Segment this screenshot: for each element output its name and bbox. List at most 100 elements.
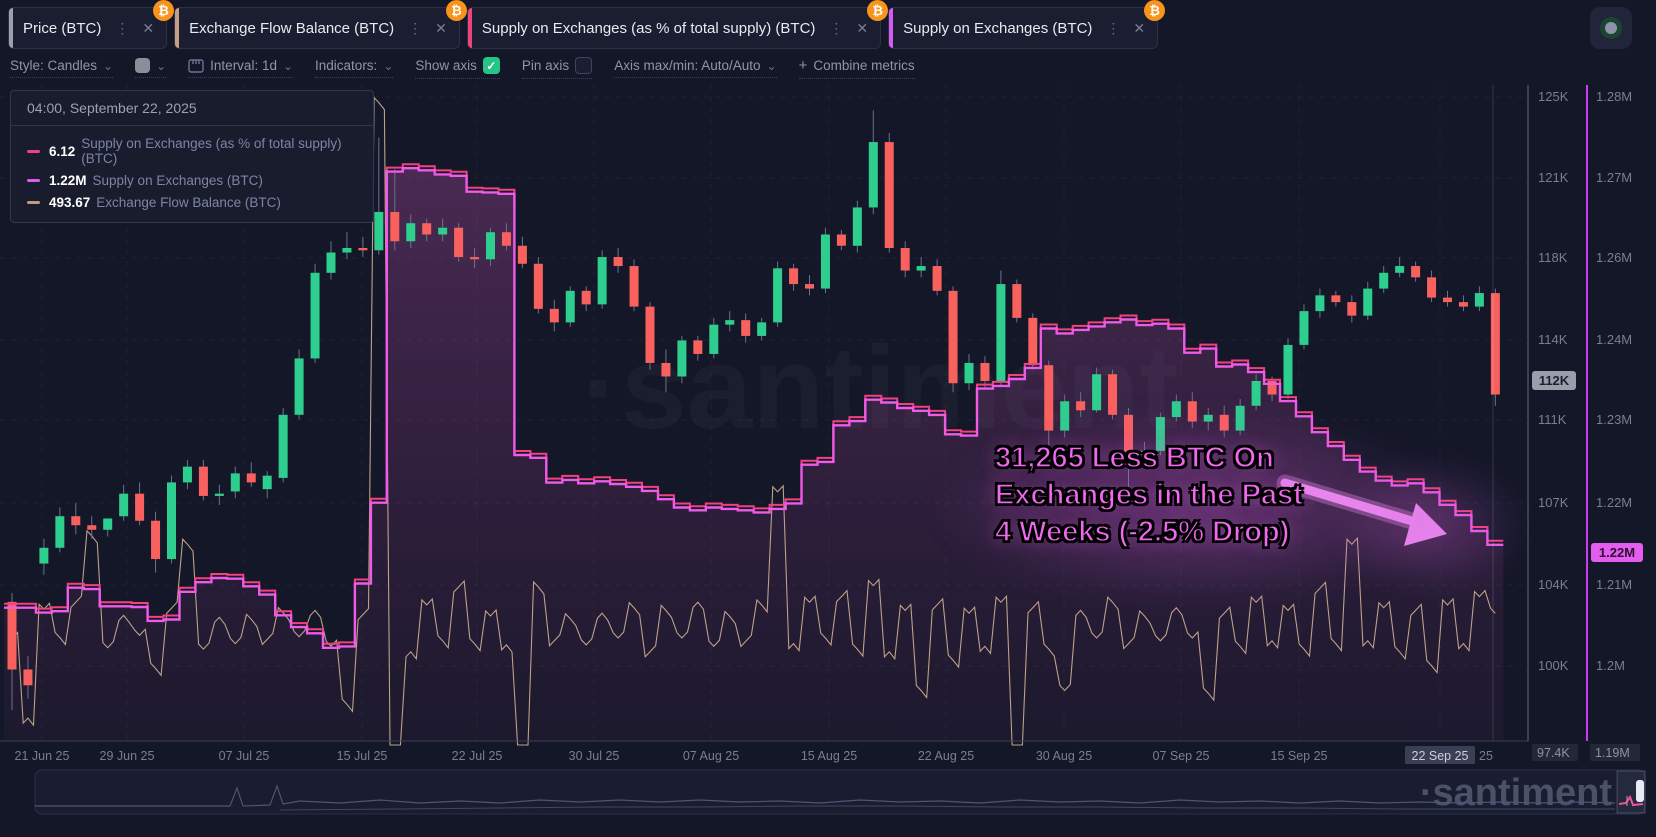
navigator[interactable]: ·santiment <box>34 769 1646 815</box>
series-dash-icon <box>27 179 40 182</box>
status-ring-icon <box>1600 17 1622 39</box>
chevron-down-icon: ⌄ <box>103 58 114 73</box>
combine-metrics-label: Combine metrics <box>813 58 915 73</box>
style-selector[interactable]: Style: Candles ⌄ <box>10 58 114 78</box>
interval-icon <box>188 58 204 73</box>
tooltip-value: 1.22M <box>49 173 87 188</box>
indicators-selector[interactable]: Indicators: ⌄ <box>315 58 394 78</box>
watermark-navigator: ·santiment <box>1420 772 1612 814</box>
svg-text:22 Sep 25: 22 Sep 25 <box>1412 749 1469 763</box>
annotation-line: Exchanges in the Past <box>994 478 1303 511</box>
interval-label: Interval: 1d <box>210 58 277 73</box>
supply-line <box>4 167 1504 649</box>
tooltip-label: Supply on Exchanges (as % of total suppl… <box>81 136 342 166</box>
close-icon[interactable]: ✕ <box>435 19 447 36</box>
chart-toolbar: Style: Candles ⌄ ⌄ Interval: 1d ⌄ Indica… <box>10 54 915 82</box>
btc-badge-icon: ₿ <box>1144 0 1166 21</box>
price-min-label: 97.4K <box>1537 746 1570 760</box>
status-indicator-button[interactable] <box>1590 7 1632 49</box>
btc-badge-icon: ₿ <box>867 0 889 21</box>
pin-axis-toggle[interactable]: Pin axis <box>521 57 593 79</box>
tooltip-date: 04:00, September 22, 2025 <box>11 91 373 126</box>
tab-exchange-flow-balance[interactable]: Exchange Flow Balance (BTC) ⋮ ✕ ₿ <box>174 0 467 49</box>
svg-text:111K: 111K <box>1538 412 1567 427</box>
svg-text:29 Jun 25: 29 Jun 25 <box>100 749 155 763</box>
svg-text:1.2M: 1.2M <box>1596 658 1625 673</box>
chevron-down-icon: ⌄ <box>156 58 167 73</box>
kebab-menu-icon[interactable]: ⋮ <box>408 19 424 36</box>
close-icon[interactable]: ✕ <box>856 19 869 36</box>
kebab-menu-icon[interactable]: ⋮ <box>115 19 131 36</box>
btc-badge-icon: ₿ <box>153 0 175 21</box>
svg-text:15 Jul 25: 15 Jul 25 <box>337 749 388 763</box>
tab-supply-pct[interactable]: Supply on Exchanges (as % of total suppl… <box>466 0 889 49</box>
svg-text:118K: 118K <box>1538 250 1568 265</box>
chevron-down-icon: ⌄ <box>282 58 294 73</box>
chevron-down-icon: ⌄ <box>383 58 394 73</box>
btc-badge-icon: ₿ <box>445 0 467 21</box>
indicators-label: Indicators: <box>315 58 378 73</box>
svg-text:21 Jun 25: 21 Jun 25 <box>15 749 70 763</box>
tab-accent <box>889 8 894 48</box>
svg-text:125K: 125K <box>1538 89 1569 104</box>
axis-labels: 125K 121K 118K 114K 111K 107K 104K 100K 1.28M 1.2… <box>1538 89 1632 673</box>
annotation-arrow <box>1276 474 1447 546</box>
svg-text:1.22M: 1.22M <box>1596 495 1632 510</box>
close-icon[interactable]: ✕ <box>1133 19 1146 36</box>
supply-area-fill <box>4 168 1504 741</box>
tab-label: Supply on Exchanges (BTC) <box>903 19 1093 37</box>
svg-text:07 Aug 25: 07 Aug 25 <box>683 749 739 763</box>
annotation-text: 31,265 Less BTC On Exchanges in the Past… <box>994 440 1303 551</box>
navigator-handle[interactable] <box>1636 780 1644 802</box>
svg-text:07 Sep 25: 07 Sep 25 <box>1153 749 1210 763</box>
svg-text:15 Sep 25: 15 Sep 25 <box>1271 749 1328 763</box>
pin-axis-label: Pin axis <box>521 58 570 73</box>
tab-label: Exchange Flow Balance (BTC) <box>189 19 395 37</box>
show-axis-toggle[interactable]: Show axis ✓ <box>415 57 500 79</box>
annotation-glow <box>1330 455 1530 595</box>
xaxis-labels: 21 Jun 25 29 Jun 25 07 Jul 25 15 Jul 25 22 J… <box>15 746 1493 764</box>
color-swatch-selector[interactable]: ⌄ <box>135 58 167 78</box>
svg-text:1.23M: 1.23M <box>1596 412 1632 427</box>
interval-selector[interactable]: Interval: 1d ⌄ <box>188 58 294 78</box>
svg-text:112K: 112K <box>1539 373 1570 388</box>
checkbox-checked-icon[interactable]: ✓ <box>482 57 500 74</box>
annotation-line: 4 Weeks (-2.5% Drop) <box>994 515 1290 548</box>
svg-text:07 Jul 25: 07 Jul 25 <box>219 749 270 763</box>
svg-text:1.22M: 1.22M <box>1599 545 1635 560</box>
navigator-line2 <box>279 805 1615 811</box>
svg-text:114K: 114K <box>1538 332 1568 347</box>
tab-price-btc[interactable]: Price (BTC) ⋮ ✕ ₿ <box>8 0 175 49</box>
chart-tooltip: 04:00, September 22, 2025 6.12 Supply on… <box>10 90 374 223</box>
navigator-selection-series <box>1618 794 1644 807</box>
series-dash-icon <box>27 201 40 204</box>
svg-text:22 Aug 25: 22 Aug 25 <box>918 749 974 763</box>
combine-metrics-button[interactable]: + Combine metrics <box>798 57 915 79</box>
kebab-menu-icon[interactable]: ⋮ <box>1106 19 1122 36</box>
tab-accent <box>467 8 472 48</box>
tooltip-value: 6.12 <box>49 143 76 159</box>
navigator-line1 <box>35 784 1616 807</box>
checkbox-unchecked-icon[interactable] <box>575 57 593 74</box>
tooltip-label: Exchange Flow Balance (BTC) <box>96 195 281 210</box>
axis-maxmin-label: Axis max/min: Auto/Auto <box>614 58 761 73</box>
style-label: Style: Candles <box>10 58 98 73</box>
tooltip-row-supply: 1.22M Supply on Exchanges (BTC) <box>27 173 357 188</box>
supply-min-label: 1.19M <box>1595 746 1630 760</box>
svg-text:25: 25 <box>1479 749 1493 763</box>
axis-maxmin-selector[interactable]: Axis max/min: Auto/Auto ⌄ <box>614 58 777 78</box>
svg-text:121K: 121K <box>1538 170 1569 185</box>
tab-supply-btc[interactable]: Supply on Exchanges (BTC) ⋮ ✕ ₿ <box>888 0 1166 49</box>
svg-text:1.24M: 1.24M <box>1596 332 1632 347</box>
flow-balance-line <box>11 96 1496 746</box>
candles <box>7 110 1500 711</box>
svg-text:1.27M: 1.27M <box>1596 170 1632 185</box>
svg-text:1.26M: 1.26M <box>1596 250 1632 265</box>
close-icon[interactable]: ✕ <box>142 19 155 36</box>
tooltip-row-flow: 493.67 Exchange Flow Balance (BTC) <box>27 195 357 210</box>
svg-text:22 Jul 25: 22 Jul 25 <box>452 749 503 763</box>
kebab-menu-icon[interactable]: ⋮ <box>829 19 845 36</box>
svg-text:30 Aug 25: 30 Aug 25 <box>1036 749 1092 763</box>
tab-label: Supply on Exchanges (as % of total suppl… <box>481 19 816 37</box>
